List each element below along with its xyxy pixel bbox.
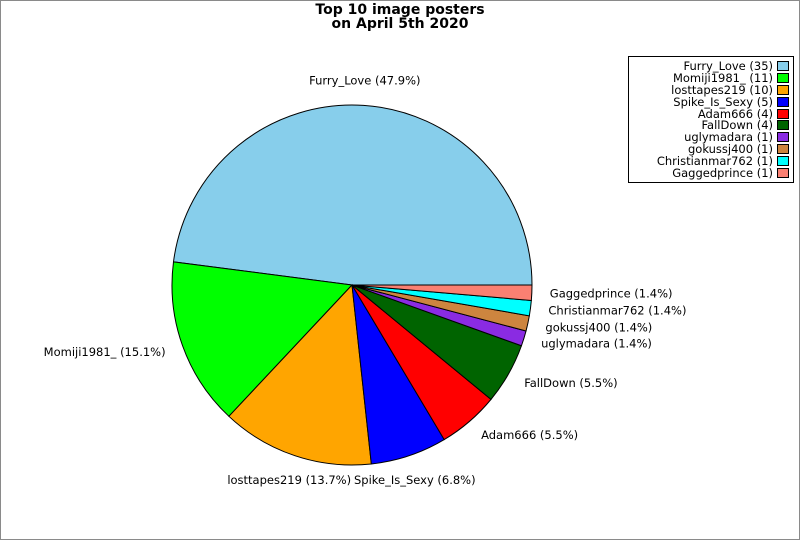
legend-color-swatch <box>777 132 789 143</box>
legend-item-Spike_Is_Sexy: Spike_Is_Sexy (5) <box>633 96 789 108</box>
legend-item-Furry_Love: Furry_Love (35) <box>633 60 789 72</box>
pie-slice-Momiji1981_ <box>171 261 354 418</box>
pie-label-Spike_Is_Sexy: Spike_Is_Sexy (6.8%) <box>354 473 476 487</box>
legend-color-swatch <box>777 156 789 167</box>
pie-label-Furry_Love: Furry_Love (47.9%) <box>309 73 420 87</box>
legend-color-swatch <box>777 144 789 155</box>
legend-item-FallDown: FallDown (4) <box>633 119 789 131</box>
legend-label: FallDown (4) <box>701 118 773 133</box>
legend-item-losttapes219: losttapes219 (10) <box>633 84 789 96</box>
legend-color-swatch <box>777 96 789 107</box>
pie-label-gokussj400: gokussj400 (1.4%) <box>545 320 652 334</box>
legend-label: Christianmar762 (1) <box>656 154 773 169</box>
legend-label: gokussj400 (1) <box>687 142 773 157</box>
legend-item-Gaggedprince: Gaggedprince (1) <box>633 167 789 179</box>
legend-label: uglymadara (1) <box>684 130 773 145</box>
legend: Furry_Love (35) Momiji1981_ (11) losttapes… <box>628 56 794 183</box>
pie-label-FallDown: FallDown (5.5%) <box>524 376 617 390</box>
legend-label: losttapes219 (10) <box>671 82 773 97</box>
pie-label-losttapes219: losttapes219 (13.7%) <box>227 473 351 487</box>
pie-label-Momiji1981_: Momiji1981_ (15.1%) <box>44 345 166 359</box>
legend-color-swatch <box>777 120 789 131</box>
legend-label: Adam666 (4) <box>697 106 773 121</box>
legend-color-swatch <box>777 60 789 71</box>
pie-label-Christianmar762: Christianmar762 (1.4%) <box>548 304 686 318</box>
pie-label-Adam666: Adam666 (5.5%) <box>481 428 578 442</box>
legend-item-Christianmar762: Christianmar762 (1) <box>633 155 789 167</box>
pie-slice-Gaggedprince <box>351 284 533 302</box>
chart-title-line1: Top 10 image posters <box>315 2 485 18</box>
legend-item-gokussj400: gokussj400 (1) <box>633 143 789 155</box>
pie-label-uglymadara: uglymadara (1.4%) <box>541 337 652 351</box>
legend-color-swatch <box>777 84 789 95</box>
chart-title: Top 10 image posters on April 5th 2020 <box>1 2 799 32</box>
legend-color-swatch <box>777 167 789 178</box>
legend-color-swatch <box>777 108 789 119</box>
legend-item-uglymadara: uglymadara (1) <box>633 131 789 143</box>
legend-label: Gaggedprince (1) <box>672 165 773 180</box>
pie-slice-losttapes219 <box>228 283 372 466</box>
legend-label: Momiji1981_ (11) <box>672 70 773 85</box>
legend-label: Furry_Love (35) <box>683 58 773 73</box>
pie-slice-Furry_Love <box>172 104 533 286</box>
legend-label: Spike_Is_Sexy (5) <box>673 94 773 109</box>
pie-label-Gaggedprince: Gaggedprince (1.4%) <box>550 287 673 301</box>
legend-color-swatch <box>777 72 789 83</box>
chart-title-line2: on April 5th 2020 <box>331 15 469 32</box>
legend-item-Momiji1981_: Momiji1981_ (11) <box>633 72 789 84</box>
legend-item-Adam666: Adam666 (4) <box>633 108 789 120</box>
